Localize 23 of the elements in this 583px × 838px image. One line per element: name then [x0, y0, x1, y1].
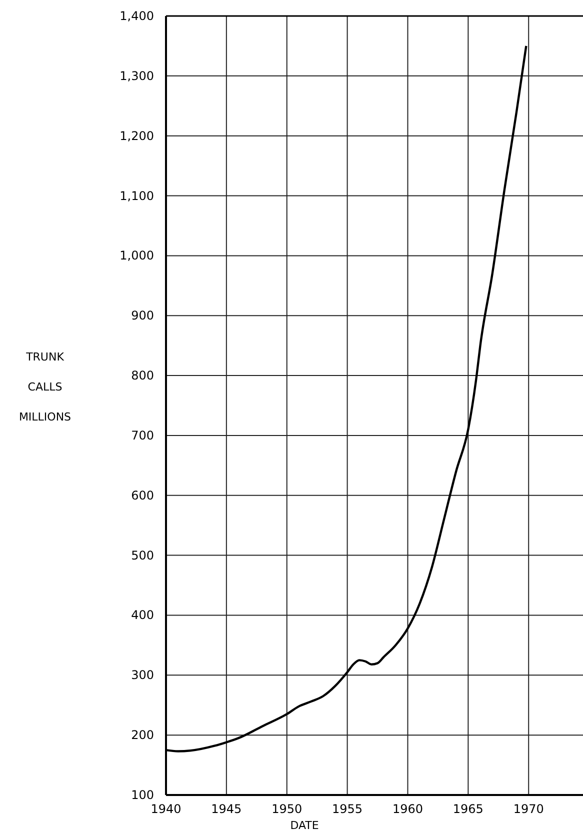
y-tick-label: 1,100 — [120, 188, 154, 203]
y-tick-label: 1,000 — [120, 248, 154, 263]
y-tick-label: 100 — [131, 788, 154, 802]
y-tick-label: 1,200 — [120, 128, 154, 143]
x-tick-label: 1955 — [332, 802, 363, 816]
x-tick-label: 1940 — [150, 802, 182, 816]
y-tick-label: 300 — [131, 668, 154, 682]
y-tick-label: 200 — [131, 728, 154, 742]
x-tick-label: 1965 — [452, 802, 484, 816]
x-tick-label: 1950 — [272, 802, 302, 816]
y-tick-label: 800 — [131, 368, 154, 383]
y-tick-label: 1,400 — [120, 9, 154, 23]
y-tick-label: 700 — [131, 428, 154, 442]
x-tick-label: 1960 — [392, 802, 424, 816]
y-tick-label: 1,300 — [120, 68, 154, 83]
text: TRUNK CALLS MILLIONS — [18, 350, 72, 424]
x-tick-label: 1970 — [513, 802, 544, 816]
y-tick-label: 400 — [131, 608, 154, 622]
y-tick-label: 900 — [131, 308, 154, 323]
x-tick-label: 1945 — [211, 802, 242, 816]
y-tick-label: 600 — [131, 488, 154, 502]
y-tick-label: 500 — [131, 548, 154, 562]
x-axis-title: DATE — [290, 819, 319, 832]
